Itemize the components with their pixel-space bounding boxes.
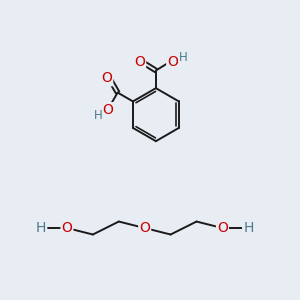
Text: H: H xyxy=(243,221,254,235)
Text: O: O xyxy=(134,55,145,69)
Text: H: H xyxy=(179,51,188,64)
Text: O: O xyxy=(217,221,228,235)
Text: H: H xyxy=(36,221,46,235)
Text: O: O xyxy=(102,103,113,117)
Text: O: O xyxy=(101,71,112,85)
Text: H: H xyxy=(94,109,102,122)
Text: O: O xyxy=(167,55,178,69)
Text: O: O xyxy=(61,221,72,235)
Text: O: O xyxy=(139,221,150,235)
